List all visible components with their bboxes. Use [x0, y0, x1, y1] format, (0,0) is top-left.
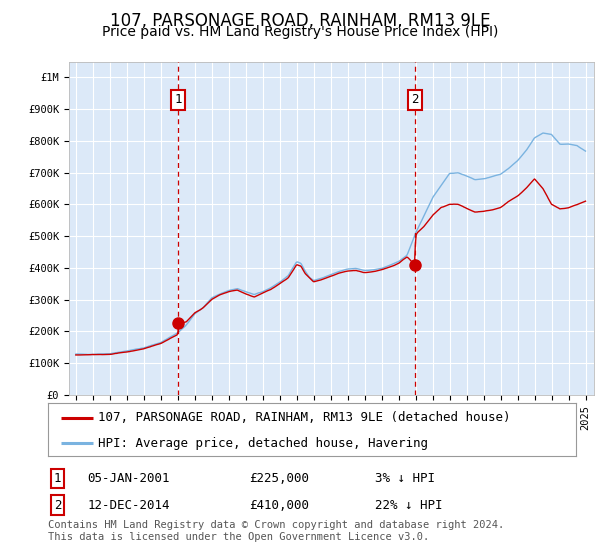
- Text: 05-JAN-2001: 05-JAN-2001: [88, 472, 170, 485]
- Text: Price paid vs. HM Land Registry's House Price Index (HPI): Price paid vs. HM Land Registry's House …: [102, 25, 498, 39]
- Text: 1: 1: [54, 472, 61, 485]
- Text: 1: 1: [175, 93, 182, 106]
- Text: HPI: Average price, detached house, Havering: HPI: Average price, detached house, Have…: [98, 437, 428, 450]
- Text: £410,000: £410,000: [248, 498, 308, 511]
- Text: Contains HM Land Registry data © Crown copyright and database right 2024.
This d: Contains HM Land Registry data © Crown c…: [48, 520, 504, 542]
- Text: 12-DEC-2014: 12-DEC-2014: [88, 498, 170, 511]
- Text: £225,000: £225,000: [248, 472, 308, 485]
- Text: 107, PARSONAGE ROAD, RAINHAM, RM13 9LE (detached house): 107, PARSONAGE ROAD, RAINHAM, RM13 9LE (…: [98, 411, 511, 424]
- Text: 22% ↓ HPI: 22% ↓ HPI: [376, 498, 443, 511]
- Text: 3% ↓ HPI: 3% ↓ HPI: [376, 472, 436, 485]
- Text: 107, PARSONAGE ROAD, RAINHAM, RM13 9LE: 107, PARSONAGE ROAD, RAINHAM, RM13 9LE: [110, 12, 490, 30]
- Text: 2: 2: [411, 93, 419, 106]
- Text: 2: 2: [54, 498, 61, 511]
